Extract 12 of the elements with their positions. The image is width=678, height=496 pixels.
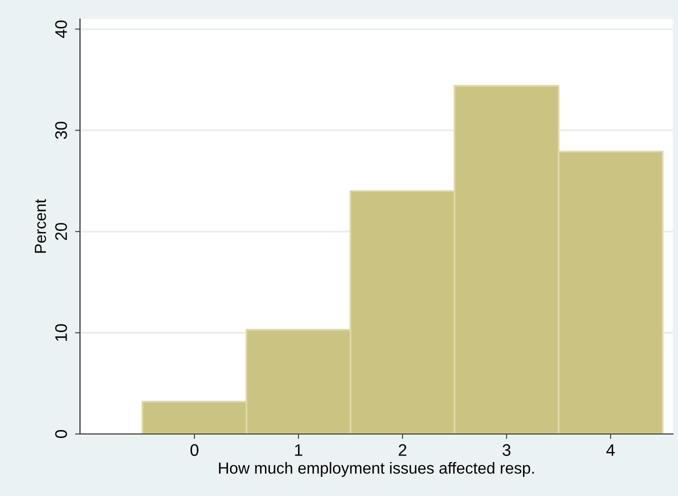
x-tick-label: 2 [398,444,406,456]
y-tick-label: 30 [55,122,67,139]
y-axis-title: Percent [34,199,46,253]
y-tick-label: 40 [55,20,67,38]
x-tick-label: 4 [606,444,615,456]
x-tick-label: 3 [502,444,510,456]
y-tick-label: 0 [55,430,67,438]
y-tick-label: 10 [55,324,67,341]
x-tick-label: 1 [295,444,302,456]
x-axis-title: How much employment issues affected resp. [219,462,534,477]
y-tick-label: 20 [55,222,67,240]
x-tick-label: 0 [190,444,198,456]
